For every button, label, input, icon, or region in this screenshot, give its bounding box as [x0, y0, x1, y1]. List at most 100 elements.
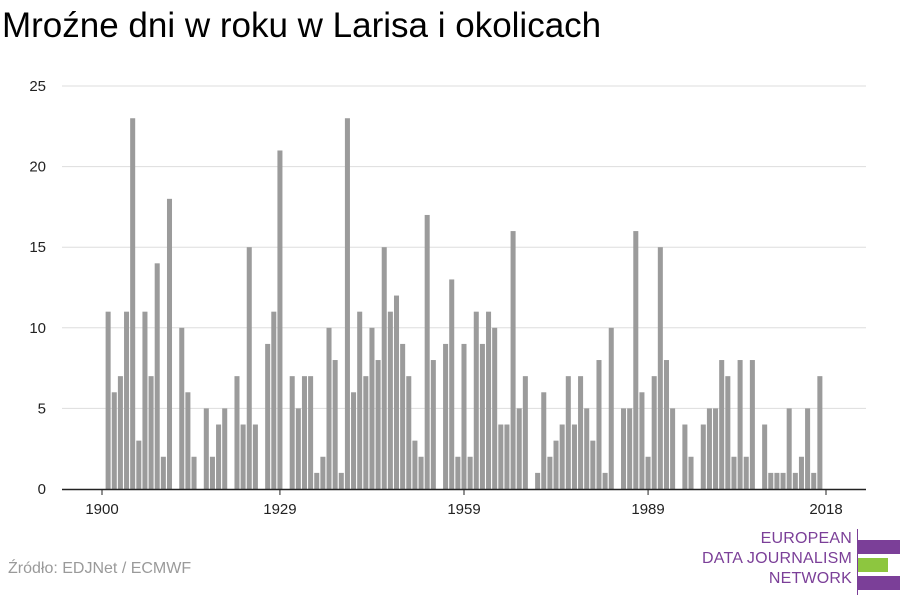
x-tick-label: 1959: [447, 501, 480, 518]
x-tick-label: 1900: [85, 501, 118, 518]
bar-1934: [308, 376, 314, 489]
bar-1950: [406, 376, 412, 489]
bar-1963: [486, 311, 492, 489]
bar-2013: [792, 472, 798, 489]
bar-1974: [553, 440, 559, 489]
bar-1990: [651, 376, 657, 489]
chart-title: Mroźne dni w roku w Larisa i okolicach: [2, 6, 602, 45]
logo-separator: [857, 529, 858, 595]
bar-1985: [621, 408, 627, 489]
bar-2009: [768, 472, 774, 489]
bar-1940: [344, 118, 350, 490]
bar-1971: [535, 472, 541, 489]
bar-1992: [663, 360, 669, 489]
bar-2015: [805, 408, 811, 489]
bar-1953: [424, 214, 430, 489]
x-tick-label: 1989: [631, 501, 664, 518]
bar-2006: [749, 360, 755, 489]
bar-1932: [295, 408, 301, 489]
bar-1925: [252, 424, 258, 489]
y-tick-label: 0: [38, 481, 46, 498]
bar-2000: [713, 408, 719, 489]
bar-1947: [387, 311, 393, 489]
bar-1973: [547, 456, 553, 489]
bar-2016: [811, 472, 817, 489]
bar-1936: [320, 456, 326, 489]
bar-2001: [719, 360, 725, 489]
bar-1983: [608, 327, 614, 489]
bar-1945: [375, 360, 381, 489]
bar-1952: [418, 456, 424, 489]
bar-1978: [578, 376, 584, 489]
axes: 0 5 10 15 20 25 1900 1929 1959 1989 2018: [29, 78, 866, 518]
bar-1908: [148, 376, 154, 489]
bar-1965: [498, 424, 504, 489]
x-tick-label: 2018: [809, 501, 842, 518]
bar-1909: [154, 263, 160, 489]
bar-1917: [203, 408, 209, 489]
y-tick-label: 25: [29, 78, 46, 95]
bar-1995: [682, 424, 688, 489]
bar-1922: [234, 376, 240, 489]
bar-1913: [179, 327, 185, 489]
bar-1957: [449, 279, 455, 489]
bar-1954: [430, 360, 436, 489]
bar-1910: [160, 456, 166, 489]
gridlines: [62, 85, 866, 409]
bar-1972: [541, 392, 547, 489]
bar-1943: [363, 376, 369, 489]
bar-1901: [105, 311, 111, 489]
bar-2005: [743, 456, 749, 489]
bar-1981: [596, 360, 602, 489]
edjnet-logo: EUROPEAN DATA JOURNALISM NETWORK: [700, 529, 900, 595]
bar-chart: 0 5 10 15 20 25 1900 1929 1959 1989 2018: [29, 78, 866, 518]
bar-1998: [700, 424, 706, 489]
bar-1996: [688, 456, 694, 489]
bar-1911: [166, 198, 173, 489]
bar-1962: [479, 343, 485, 489]
bar-1905: [130, 118, 136, 490]
bar-1914: [185, 392, 191, 489]
bar-1928: [271, 311, 277, 489]
bar-1927: [265, 343, 271, 489]
bar-1948: [393, 295, 400, 489]
bar-1939: [338, 472, 344, 489]
logo-text: EUROPEAN DATA JOURNALISM NETWORK: [702, 529, 852, 589]
bar-1923: [240, 424, 246, 489]
bar-1944: [369, 327, 375, 489]
bar-1989: [645, 456, 651, 489]
bar-2008: [762, 424, 768, 489]
bar-1929: [277, 150, 283, 490]
bar-1902: [111, 392, 117, 489]
bar-1987: [633, 231, 639, 489]
bar-1986: [627, 408, 633, 489]
bar-1967: [510, 231, 516, 489]
bar-2010: [774, 472, 780, 489]
bar-1982: [602, 472, 608, 489]
bar-1961: [473, 311, 479, 489]
logo-bar-top: [858, 540, 900, 554]
logo-bar-middle: [858, 558, 900, 572]
x-tick-label: 1929: [263, 501, 296, 518]
bar-2002: [725, 376, 731, 489]
bar-1919: [216, 424, 222, 489]
source-note: Źródło: EDJNet / ECMWF: [8, 560, 192, 577]
bar-1920: [222, 408, 228, 489]
bar-1918: [209, 456, 215, 489]
y-tick-label: 5: [38, 400, 46, 417]
bar-1969: [522, 376, 528, 489]
bar-1975: [559, 424, 565, 489]
bar-2004: [737, 360, 743, 489]
bar-1915: [191, 456, 197, 489]
bar-2011: [780, 472, 786, 489]
bar-1966: [504, 424, 510, 489]
bar-1964: [492, 327, 498, 489]
bar-1979: [584, 408, 590, 489]
bar-1999: [706, 408, 712, 489]
bar-1949: [400, 343, 406, 489]
logo-line-network: NETWORK: [768, 570, 852, 587]
bar-1906: [136, 440, 142, 489]
bar-1938: [332, 360, 338, 489]
bar-1980: [590, 440, 596, 489]
bar-2003: [731, 456, 737, 489]
